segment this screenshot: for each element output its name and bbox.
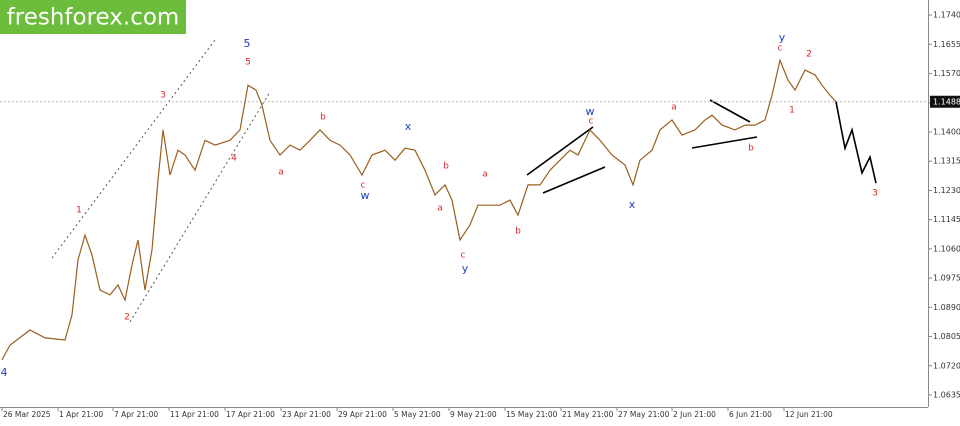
x-tick-label: 11 Apr 21:00 (170, 410, 219, 419)
x-tick-label: 12 Jun 21:00 (785, 410, 833, 419)
wave-label: 1 (76, 206, 82, 216)
pattern-line (542, 166, 606, 194)
x-tick-label: 9 May 21:00 (450, 410, 497, 419)
wave-label: 5 (244, 37, 251, 50)
current-price-label: 1.1488 (933, 97, 960, 106)
wave-label: 1 (789, 106, 795, 116)
wave-label: c (461, 251, 466, 261)
wave-label: w (361, 189, 370, 202)
x-tick-label: 1 Apr 21:00 (59, 410, 103, 419)
wave-label: c (778, 44, 783, 54)
wave-label: c (361, 181, 366, 191)
logo: freshforex.com (7, 5, 180, 31)
wave-label: 4 (231, 154, 237, 164)
x-tick-label: 29 Apr 21:00 (338, 410, 387, 419)
y-tick-label: 1.0890 (933, 303, 960, 312)
wave-label: a (482, 170, 488, 180)
x-tick-label: 5 May 21:00 (394, 410, 441, 419)
wave-label: 3 (160, 91, 166, 101)
y-tick-label: 1.0635 (933, 390, 960, 399)
y-tick-label: 1.1145 (933, 215, 960, 224)
wave-label: y (779, 31, 786, 44)
x-tick-label: 17 Apr 21:00 (226, 410, 275, 419)
logo-box (0, 0, 186, 34)
channel-line (51, 39, 216, 259)
pattern-line (526, 126, 594, 176)
y-tick-label: 1.1655 (933, 40, 960, 49)
y-tick-label: 1.1060 (933, 244, 960, 253)
wave-label: b (748, 144, 754, 154)
wave-label: w (586, 105, 595, 118)
x-tick-label: 21 May 21:00 (562, 410, 614, 419)
y-tick-label: 1.0975 (933, 274, 960, 283)
wave-label: x (629, 198, 636, 211)
x-tick-label: 23 Apr 21:00 (282, 410, 331, 419)
wave-label: 2 (806, 50, 812, 60)
x-tick-label: 15 May 21:00 (506, 410, 558, 419)
x-tick-label: 26 Mar 2025 (3, 410, 51, 419)
pattern-line (691, 136, 758, 149)
y-tick-label: 1.1740 (933, 11, 960, 20)
y-tick-label: 1.0805 (933, 332, 960, 341)
x-tick-label: 27 May 21:00 (618, 410, 670, 419)
y-tick-label: 1.0720 (933, 361, 960, 370)
price-line (1, 58, 837, 361)
wave-label: b (320, 113, 326, 123)
wave-label: c (589, 117, 594, 127)
wave-label: b (443, 162, 449, 172)
price-line (835, 101, 877, 184)
y-tick-label: 1.1400 (933, 128, 960, 137)
wave-label: a (437, 204, 443, 214)
pattern-line (709, 99, 751, 123)
x-tick-label: 6 Jun 21:00 (729, 410, 772, 419)
wave-label: a (671, 103, 677, 113)
wave-label: b (515, 227, 521, 237)
wave-label: a (278, 168, 284, 178)
wave-label: 5 (245, 58, 251, 68)
wave-label: y (462, 262, 469, 275)
y-tick-label: 1.1570 (933, 69, 960, 78)
wave-label: 2 (124, 313, 130, 323)
current-price-box (930, 95, 960, 108)
wave-label: 3 (872, 189, 878, 199)
patterns (526, 99, 758, 194)
wave-label: x (405, 120, 412, 133)
y-tick-label: 1.1315 (933, 157, 960, 166)
y-tick-label: 1.1230 (933, 186, 960, 195)
x-tick-label: 7 Apr 21:00 (114, 410, 158, 419)
wave-label: 4 (1, 366, 8, 379)
x-tick-label: 2 Jun 21:00 (673, 410, 716, 419)
channel (51, 39, 271, 323)
